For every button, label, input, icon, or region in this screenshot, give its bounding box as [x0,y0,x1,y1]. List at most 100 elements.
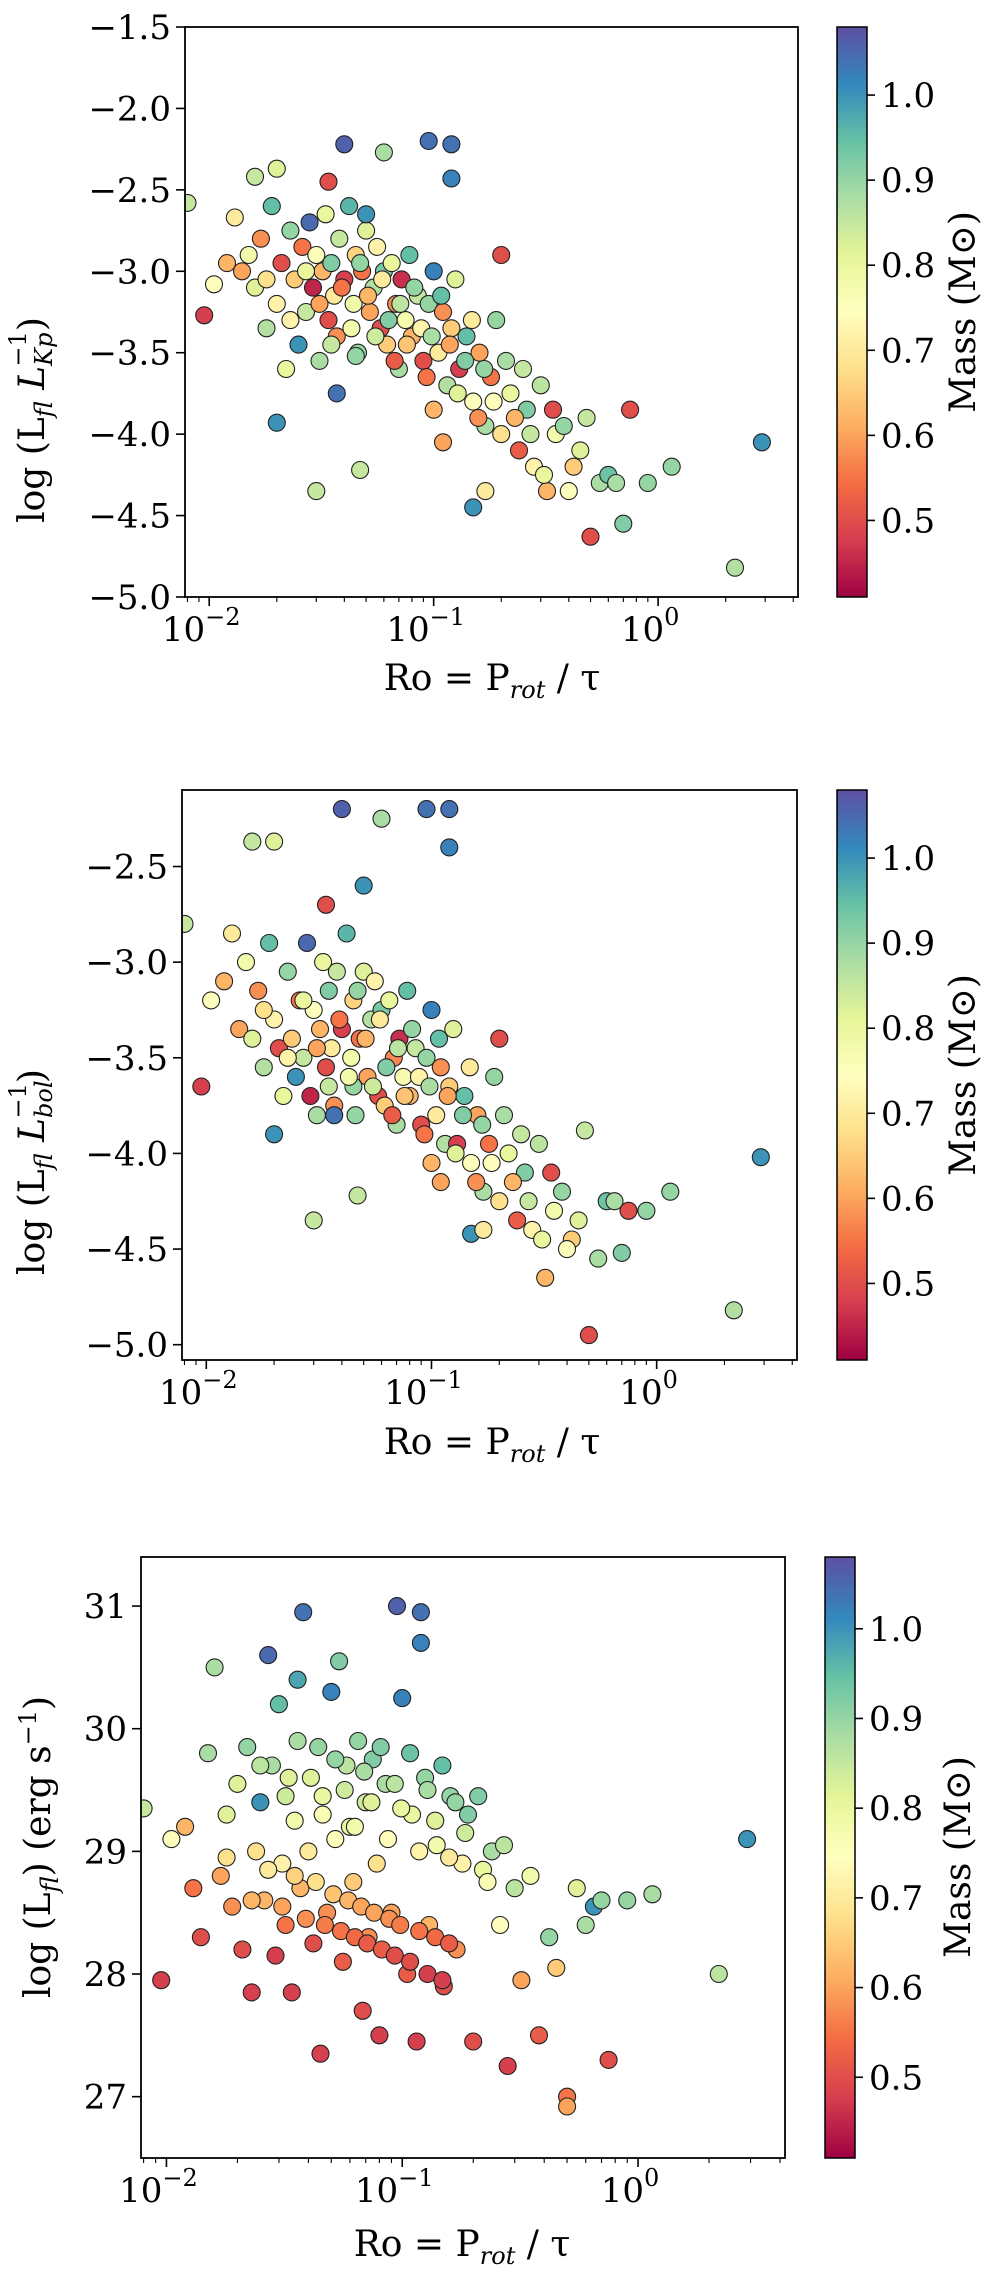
data-point [274,1086,293,1106]
data-point [345,1817,364,1836]
data-point [619,1201,638,1220]
data-point [281,221,300,240]
data-point [242,1983,261,2002]
data-point [464,392,483,411]
data-point [571,441,590,460]
data-point [251,1793,270,1812]
data-point [621,400,640,419]
data-point [637,1201,656,1220]
data-point [612,1243,631,1262]
data-point [304,1934,323,1953]
x-tick-label: 10−1 [384,1366,463,1413]
data-point [340,197,359,216]
colorbar-tick-label: 1.0 [881,839,935,879]
data-point [643,1885,662,1904]
x-axis-label-panel-1: Ro = Prot / τ [384,658,601,704]
data-point [370,1010,389,1029]
data-point [499,1144,518,1163]
data-point [537,482,557,501]
data-point [396,311,415,330]
data-point [299,1842,318,1861]
data-point [505,408,524,427]
data-point [335,1780,354,1800]
data-point [294,991,313,1010]
data-point [400,245,419,265]
data-point [567,1879,586,1898]
data-point [469,408,488,427]
data-point [254,1058,273,1077]
data-point [296,302,316,322]
data-point [217,254,237,273]
data-point [401,1952,420,1971]
data-point [383,1106,402,1125]
data-point [618,1891,637,1910]
data-point [446,1793,465,1812]
y-axis-label-panel-2: log (Lfl Lbol−1) [4,1069,58,1275]
data-point [444,1020,463,1039]
y-tick-label: 31 [84,1587,127,1627]
colorbar-tick-label: 0.8 [881,246,935,286]
data-point [498,2056,517,2076]
data-point [558,2097,577,2116]
y-tick-label: −1.5 [88,8,171,48]
y-tick-label: −2.5 [88,171,171,211]
plot-frame-panel-1 [184,26,799,598]
x-tick-label: 10−1 [355,2164,434,2211]
data-point [303,278,323,297]
data-point [191,1928,210,1947]
data-point [385,1946,404,1965]
data-point [326,1750,345,1769]
colorbar-panel-2 [836,789,868,1361]
data-point [266,1946,285,1965]
data-point [326,1830,345,1849]
data-point [662,457,681,476]
data-point [267,159,286,178]
data-point [377,1058,396,1077]
data-point [348,981,367,1000]
data-point [411,1603,430,1622]
data-point [330,1010,349,1029]
data-point [249,981,268,1000]
data-point [503,1173,522,1192]
data-point [464,498,483,517]
data-point [505,1879,524,1898]
data-point [285,1866,304,1885]
data-point [415,1125,434,1144]
data-point [487,311,506,330]
colorbar-tick-label: 0.7 [869,1879,923,1919]
data-point [422,1000,441,1020]
data-point [316,205,335,224]
data-point [294,1603,313,1622]
data-point [470,343,489,362]
data-point [494,1106,514,1125]
data-point [440,800,459,819]
data-point [239,245,258,265]
colorbar-panel-1 [836,26,868,598]
plot-frame-panel-3 [140,1556,786,2159]
data-point [185,193,197,212]
y-axis-ticks-panel-3: 27 28 29 30 31 [84,1587,141,2118]
data-point [339,1067,358,1086]
data-point [501,384,520,403]
data-point [417,1048,436,1067]
data-point [599,2050,618,2069]
data-point [440,1934,459,1953]
data-point [319,172,338,191]
data-point [469,1787,488,1806]
data-point [401,1744,420,1763]
data-point [313,1805,332,1824]
data-point [373,270,392,289]
data-point [319,311,338,330]
data-point [267,294,286,313]
data-point [297,933,317,953]
data-point [265,832,284,851]
data-point [342,1048,361,1067]
data-point [385,1774,404,1793]
data-point [534,465,554,484]
data-point [289,335,308,354]
data-point [269,1695,288,1714]
data-point [519,1192,538,1211]
data-point [592,1891,611,1910]
data-point [564,457,583,476]
data-point [547,1958,566,1977]
